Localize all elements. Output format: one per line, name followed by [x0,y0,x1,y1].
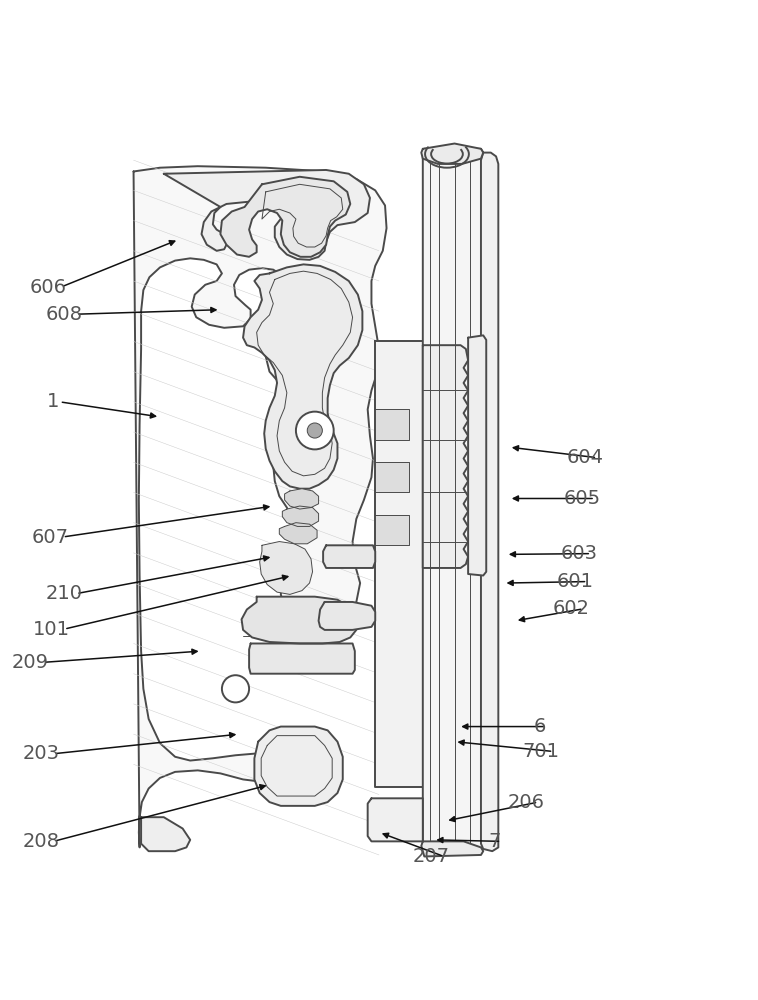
Text: 210: 210 [45,584,82,603]
Polygon shape [133,166,387,847]
Polygon shape [260,542,312,594]
Polygon shape [423,149,483,851]
Polygon shape [468,335,486,576]
Text: 603: 603 [560,544,597,563]
Polygon shape [375,462,409,492]
Text: 203: 203 [23,744,60,763]
Circle shape [307,423,322,438]
Polygon shape [249,643,355,674]
Polygon shape [221,177,350,257]
Text: 7: 7 [488,832,501,851]
Polygon shape [323,545,375,568]
Polygon shape [481,153,498,851]
Polygon shape [279,523,317,544]
Polygon shape [423,345,468,568]
Polygon shape [421,144,483,164]
Polygon shape [282,506,318,526]
Polygon shape [141,817,190,851]
Polygon shape [375,341,423,787]
Text: 701: 701 [522,742,559,761]
Polygon shape [255,727,343,806]
Polygon shape [375,515,409,545]
Text: 101: 101 [33,620,70,639]
Polygon shape [375,409,409,440]
Polygon shape [164,170,370,260]
Text: 1: 1 [47,392,59,411]
Text: 604: 604 [566,448,603,467]
Text: 607: 607 [32,528,68,547]
Polygon shape [284,489,318,509]
Polygon shape [368,798,423,841]
Polygon shape [318,602,375,630]
Circle shape [296,412,334,449]
Text: 602: 602 [553,599,590,618]
Text: 207: 207 [413,847,450,866]
Text: 601: 601 [556,572,594,591]
Text: 605: 605 [564,489,601,508]
Text: 6: 6 [534,717,547,736]
Text: 209: 209 [12,653,49,672]
Polygon shape [242,597,356,643]
Text: 608: 608 [45,305,82,324]
Text: 606: 606 [30,278,67,297]
Text: 206: 206 [507,793,544,812]
Circle shape [222,675,249,702]
Polygon shape [421,841,483,856]
Text: 208: 208 [23,832,60,851]
Polygon shape [243,264,362,489]
